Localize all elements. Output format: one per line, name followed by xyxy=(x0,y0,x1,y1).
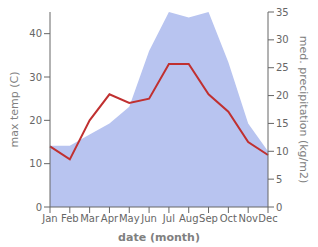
svg-text:35: 35 xyxy=(276,7,289,18)
svg-text:Apr: Apr xyxy=(101,213,119,224)
svg-text:15: 15 xyxy=(276,118,289,129)
svg-text:Mar: Mar xyxy=(80,213,100,224)
svg-text:0: 0 xyxy=(36,202,42,213)
svg-text:10: 10 xyxy=(276,146,289,157)
svg-text:Oct: Oct xyxy=(220,213,237,224)
svg-text:Jun: Jun xyxy=(140,213,157,224)
svg-text:Sep: Sep xyxy=(199,213,218,224)
svg-text:Aug: Aug xyxy=(179,213,199,224)
svg-text:0: 0 xyxy=(276,202,282,213)
svg-text:Nov: Nov xyxy=(238,213,258,224)
svg-text:10: 10 xyxy=(29,158,42,169)
svg-text:5: 5 xyxy=(276,174,282,185)
svg-text:Dec: Dec xyxy=(258,213,277,224)
svg-text:30: 30 xyxy=(276,34,289,45)
svg-text:May: May xyxy=(119,213,140,224)
svg-text:25: 25 xyxy=(276,62,289,73)
svg-text:Jan: Jan xyxy=(41,213,57,224)
svg-text:med. precipitation (kg/m2): med. precipitation (kg/m2) xyxy=(297,36,310,184)
svg-text:30: 30 xyxy=(29,72,42,83)
svg-text:40: 40 xyxy=(29,28,42,39)
svg-text:20: 20 xyxy=(276,90,289,101)
svg-text:Jul: Jul xyxy=(162,213,175,224)
svg-text:Feb: Feb xyxy=(61,213,79,224)
svg-text:20: 20 xyxy=(29,115,42,126)
svg-text:max temp (C): max temp (C) xyxy=(8,71,21,147)
svg-text:date (month): date (month) xyxy=(118,231,200,244)
